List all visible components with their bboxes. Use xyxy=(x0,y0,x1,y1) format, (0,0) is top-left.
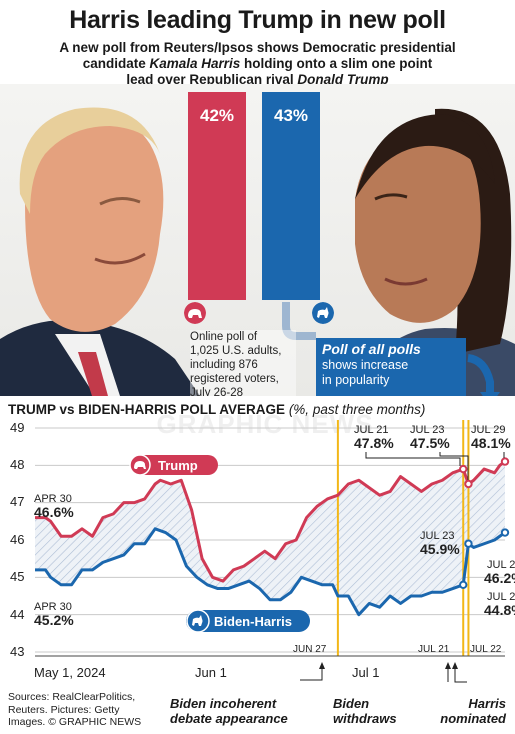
harris-jul23-point xyxy=(464,539,473,548)
annotation-value: 44.8% xyxy=(484,602,515,618)
chart-title: TRUMP vs BIDEN-HARRIS POLL AVERAGE (%, p… xyxy=(8,402,425,417)
annotation-value: 48.1% xyxy=(471,435,511,451)
x-axis: May 1, 2024 Jun 1 Jul 1 xyxy=(34,655,505,680)
annotation-date: JUL 29 xyxy=(471,424,505,436)
y-axis: 49 48 47 46 45 44 43 xyxy=(10,420,24,659)
y-tick-label: 49 xyxy=(10,420,24,435)
note-line: registered voters, xyxy=(190,373,279,385)
event-line: Biden incoherent xyxy=(170,696,277,711)
y-tick-label: 44 xyxy=(10,607,24,622)
source-line: Sources: RealClearPolitics, xyxy=(8,691,136,703)
event-withdraw: Biden withdraws xyxy=(333,696,397,726)
callout-arrow xyxy=(282,302,500,396)
series-points xyxy=(459,457,510,590)
x-tick-label: May 1, 2024 xyxy=(34,665,106,680)
annotation-date: JUL 29 xyxy=(487,559,515,571)
annotation-date: JUL 23 xyxy=(420,530,454,542)
event-line: debate appearance xyxy=(170,710,288,726)
source-line: Images. © GRAPHIC NEWS xyxy=(8,716,142,728)
annotation-date: JUL 21 xyxy=(487,591,515,603)
harris-jul29-point xyxy=(500,528,510,537)
democrat-donkey-icon xyxy=(312,302,334,324)
biden-harris-series-label: Biden-Harris xyxy=(186,609,310,633)
annotation-value: 45.2% xyxy=(34,612,74,628)
event-date-label: JUL 22 xyxy=(470,644,502,655)
y-tick-label: 46 xyxy=(10,532,24,547)
annotation-date: APR 30 xyxy=(34,601,72,613)
annotation-value: 45.9% xyxy=(420,541,460,557)
photo-panel: 42% 43% Online poll of 1,025 U.S. adults… xyxy=(0,84,515,396)
annotation-date: JUL 21 xyxy=(354,424,388,436)
event-line: Biden xyxy=(333,696,370,711)
poll-of-polls-callout: Poll of all polls shows increase in popu… xyxy=(316,338,466,396)
trump-poll-value: 42% xyxy=(199,106,235,125)
sources: Sources: RealClearPolitics, Reuters. Pic… xyxy=(8,691,168,729)
note-line: July 26-28 xyxy=(190,387,244,396)
subtitle-text: candidate xyxy=(82,56,150,71)
annotations: APR 30 46.6% APR 30 45.2% JUL 21 47.8% J… xyxy=(34,424,515,628)
header: Harris leading Trump in new poll A new p… xyxy=(0,0,515,92)
event-line: nominated xyxy=(440,710,506,726)
subtitle-line-3: lead over Republican rival Donald Trump xyxy=(40,72,475,88)
poll-method-note: Online poll of 1,025 U.S. adults, includ… xyxy=(190,330,296,396)
annotation-value: 46.2% xyxy=(484,570,515,586)
chart-title-sub: (%, past three months) xyxy=(288,402,426,417)
subtitle-text: holding onto a slim one point xyxy=(240,56,433,71)
harris-poll-bar: 43% xyxy=(262,92,320,300)
y-tick-label: 48 xyxy=(10,457,24,472)
event-nominated: Harris nominated xyxy=(430,696,506,726)
y-tick-label: 43 xyxy=(10,644,24,659)
biden-harris-series-line xyxy=(35,527,506,617)
event-debate: Biden incoherent debate appearance xyxy=(170,696,288,726)
trump-jul29-point xyxy=(500,457,510,466)
subtitle: A new poll from Reuters/Ipsos shows Demo… xyxy=(40,40,475,88)
page-title: Harris leading Trump in new poll xyxy=(69,6,446,34)
annotation-value: 46.6% xyxy=(34,504,74,520)
trump-name: Donald Trump xyxy=(297,72,389,87)
harris-jul21-point xyxy=(459,580,468,590)
trump-jul23-point xyxy=(464,479,473,489)
event-arrows xyxy=(300,662,467,683)
callout-line: in popularity xyxy=(322,373,390,387)
y-tick-label: 45 xyxy=(10,569,24,584)
subtitle-text: lead over Republican rival xyxy=(126,72,298,87)
republican-elephant-icon xyxy=(184,302,206,324)
event-line-labels: JUN 27 JUL 21 JUL 22 xyxy=(293,644,502,655)
note-line: Online poll of xyxy=(190,331,258,343)
event-date-label: JUN 27 xyxy=(293,644,327,655)
trump-label-text: Trump xyxy=(158,458,198,473)
note-line: including 876 xyxy=(190,359,258,371)
trump-jul21-point xyxy=(459,464,468,474)
annotation-date: JUL 23 xyxy=(410,424,444,436)
gap-shaded-area xyxy=(35,461,505,615)
annotation-date: APR 30 xyxy=(34,493,72,505)
trump-series-line xyxy=(35,460,506,583)
subtitle-line-1: A new poll from Reuters/Ipsos shows Demo… xyxy=(59,40,456,55)
biden-harris-label-text: Biden-Harris xyxy=(214,614,292,629)
annotation-value: 47.5% xyxy=(410,435,450,451)
event-line: Harris xyxy=(468,696,506,711)
chart-title-main: TRUMP vs BIDEN-HARRIS POLL AVERAGE xyxy=(8,402,286,417)
harris-name: Kamala Harris xyxy=(149,56,241,71)
y-tick-label: 47 xyxy=(10,494,24,509)
callout-line: shows increase xyxy=(322,358,409,372)
event-line: withdraws xyxy=(333,710,397,726)
note-line: 1,025 U.S. adults, xyxy=(190,345,282,357)
poll-average-chart: 49 48 47 46 45 44 43 Trump Biden-Harris … xyxy=(10,420,515,683)
callout-title: Poll of all polls xyxy=(322,341,421,357)
trump-photo xyxy=(0,107,200,396)
x-tick-label: Jul 1 xyxy=(352,665,379,680)
subtitle-line-2: candidate Kamala Harris holding onto a s… xyxy=(40,56,475,72)
trump-series-label: Trump xyxy=(129,454,218,476)
harris-poll-value: 43% xyxy=(273,106,309,125)
annotation-value: 47.8% xyxy=(354,435,394,451)
x-tick-label: Jun 1 xyxy=(195,665,227,680)
source-line: Reuters. Pictures: Getty xyxy=(8,703,120,716)
event-date-label: JUL 21 xyxy=(418,644,450,655)
trump-poll-bar: 42% xyxy=(188,92,246,300)
